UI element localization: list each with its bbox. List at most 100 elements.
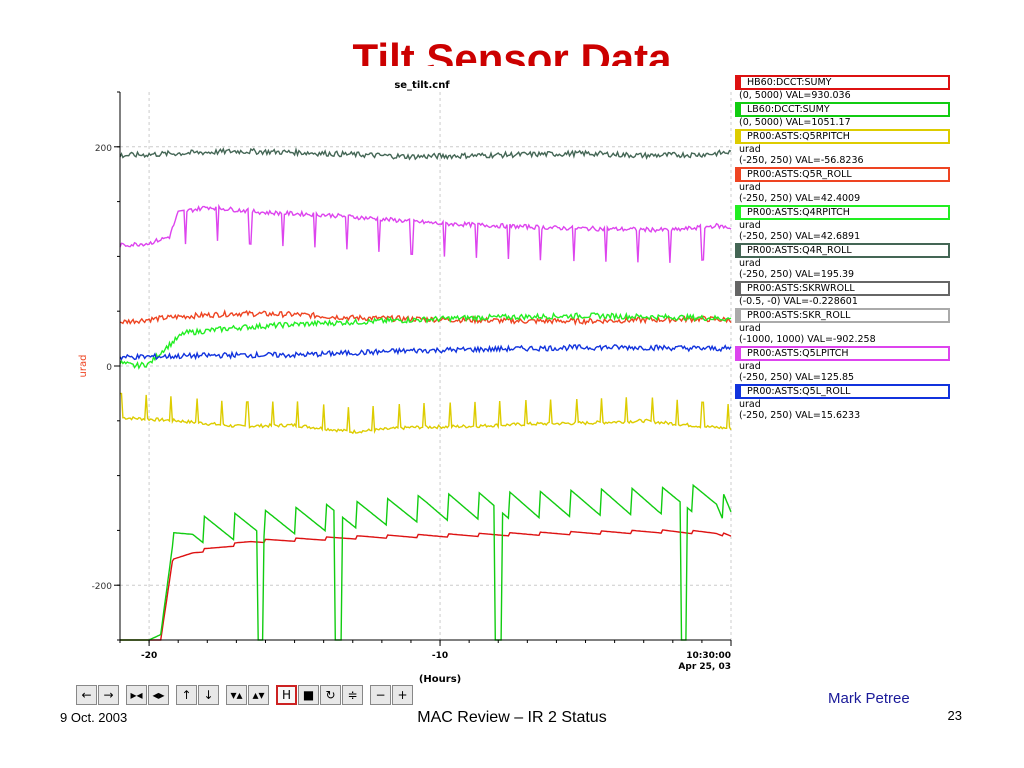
legend-trace-name: PR00:ASTS:Q5LPITCH <box>735 346 950 361</box>
legend-trace-name: PR00:ASTS:Q5RPITCH <box>735 129 950 144</box>
zoom-out-vertical-button[interactable]: ▴▾ <box>248 685 269 705</box>
legend-trace-range: (-250, 250) <box>739 410 793 421</box>
legend-trace-name: PR00:ASTS:Q4RPITCH <box>735 205 950 220</box>
stop-button[interactable]: ■ <box>298 685 319 705</box>
legend-trace-range-value: (-250, 250) VAL=42.4009 <box>735 193 950 204</box>
x-tick-label: -20 <box>141 651 157 661</box>
legend-trace-range-value: (-250, 250) VAL=195.39 <box>735 269 950 280</box>
legend-trace-range-value: (-1000, 1000) VAL=-902.258 <box>735 334 950 345</box>
legend-trace-name: PR00:ASTS:SKRWROLL <box>735 281 950 296</box>
trace-layer <box>119 146 732 641</box>
trace-pr00-asts-q5l-roll <box>119 343 732 361</box>
legend-trace-unit: urad <box>739 220 761 231</box>
legend-trace-name: PR00:ASTS:SKR_ROLL <box>735 308 950 323</box>
legend-trace-value: VAL=195.39 <box>795 269 855 280</box>
trace-hb60-dcct-sumy <box>120 529 732 641</box>
legend-trace-value: VAL=42.4009 <box>795 193 861 204</box>
legend-trace-name: HB60:DCCT:SUMY <box>735 75 950 90</box>
legend-trace-range-value: (-250, 250) VAL=-56.8236 <box>735 155 950 166</box>
zoom-out-horizontal-button[interactable]: ◂▸ <box>148 685 169 705</box>
x-tick-label-time: 10:30:00 <box>686 651 731 661</box>
x-tick-label: -10 <box>432 651 448 661</box>
arrow-left-icon: ← <box>81 688 92 702</box>
add-trace-button[interactable]: + <box>392 685 413 705</box>
zoom-out-vertical-icon: ▴▾ <box>252 688 265 702</box>
chart-title: se_tilt.cnf <box>394 80 450 91</box>
trace-pr00-asts-q5lpitch <box>119 203 732 263</box>
legend-entry[interactable]: PR00:ASTS:Q5RPITCH urad (-250, 250) VAL=-5… <box>735 129 950 166</box>
legend-trace-value: VAL=930.036 <box>785 90 851 101</box>
legend-trace-range: (-250, 250) <box>739 231 793 242</box>
arrow-up-icon: ↑ <box>181 688 192 702</box>
y-axis-label: urad <box>78 355 89 378</box>
autoscale-button[interactable]: ≑ <box>342 685 363 705</box>
trace-legend: HB60:DCCT:SUMY (0, 5000) VAL=930.036 LB60:… <box>735 75 950 422</box>
arrow-down-icon: ↓ <box>203 688 214 702</box>
trace-pr00-asts-q4rpitch <box>119 311 732 370</box>
legend-trace-range: (0, 5000) <box>739 90 783 101</box>
stop-icon: ■ <box>302 688 315 702</box>
legend-trace-unit: urad <box>739 323 761 334</box>
legend-trace-range-value: (-0.5, -0) VAL=-0.228601 <box>735 296 950 307</box>
trace-pr00-asts-q5r-roll <box>119 308 732 326</box>
legend-trace-name: PR00:ASTS:Q5R_ROLL <box>735 167 950 182</box>
zoom-in-horizontal-button[interactable]: ▸◂ <box>126 685 147 705</box>
legend-entry[interactable]: PR00:ASTS:SKR_ROLL urad (-1000, 1000) VAL=… <box>735 308 950 345</box>
refresh-button[interactable]: ↻ <box>320 685 341 705</box>
arrow-right-icon: → <box>103 688 114 702</box>
legend-entry[interactable]: PR00:ASTS:Q4RPITCH urad (-250, 250) VAL=42… <box>735 205 950 242</box>
legend-trace-value: VAL=125.85 <box>795 372 855 383</box>
legend-entry[interactable]: LB60:DCCT:SUMY (0, 5000) VAL=1051.17 <box>735 102 950 128</box>
legend-entry[interactable]: PR00:ASTS:Q5L_ROLL urad (-250, 250) VAL=15… <box>735 384 950 421</box>
legend-trace-range: (-250, 250) <box>739 372 793 383</box>
legend-trace-unit: urad <box>739 258 761 269</box>
y-tick-label: 200 <box>95 144 112 154</box>
trace-pr00-asts-q4r-roll <box>119 146 732 161</box>
arrow-right-button[interactable]: → <box>98 685 119 705</box>
legend-trace-range: (-250, 250) <box>739 193 793 204</box>
arrow-left-button[interactable]: ← <box>76 685 97 705</box>
legend-trace-name: PR00:ASTS:Q5L_ROLL <box>735 384 950 399</box>
arrow-down-button[interactable]: ↓ <box>198 685 219 705</box>
legend-entry[interactable]: HB60:DCCT:SUMY (0, 5000) VAL=930.036 <box>735 75 950 101</box>
legend-entry[interactable]: PR00:ASTS:Q4R_ROLL urad (-250, 250) VAL=19… <box>735 243 950 280</box>
grid-lines <box>120 92 732 640</box>
page-number: 23 <box>947 708 962 723</box>
autoscale-icon: ≑ <box>347 688 358 702</box>
legend-entry[interactable]: PR00:ASTS:Q5R_ROLL urad (-250, 250) VAL=42… <box>735 167 950 204</box>
legend-trace-value: VAL=42.6891 <box>795 231 861 242</box>
legend-trace-value: VAL=15.6233 <box>795 410 861 421</box>
legend-trace-value: VAL=-56.8236 <box>795 155 864 166</box>
legend-entry[interactable]: PR00:ASTS:SKRWROLL (-0.5, -0) VAL=-0.2286… <box>735 281 950 307</box>
remove-trace-button[interactable]: − <box>370 685 391 705</box>
legend-trace-range: (-250, 250) <box>739 269 793 280</box>
legend-entry[interactable]: PR00:ASTS:Q5LPITCH urad (-250, 250) VAL=12… <box>735 346 950 383</box>
legend-trace-unit: urad <box>739 399 761 410</box>
legend-trace-value: VAL=1051.17 <box>785 117 851 128</box>
legend-trace-unit: urad <box>739 361 761 372</box>
legend-trace-range-value: (-250, 250) VAL=15.6233 <box>735 410 950 421</box>
legend-trace-unit: urad <box>739 144 761 155</box>
remove-trace-icon: − <box>375 688 386 702</box>
y-tick-label: -200 <box>92 582 113 592</box>
zoom-in-horizontal-icon: ▸◂ <box>130 688 143 702</box>
footer-date: 9 Oct. 2003 <box>60 710 128 725</box>
add-trace-icon: + <box>397 688 408 702</box>
trace-pr00-asts-q5rpitch <box>119 392 732 435</box>
x-axis-label: (Hours) <box>419 674 461 685</box>
legend-trace-range: (-1000, 1000) <box>739 334 805 345</box>
legend-trace-value: VAL=-902.258 <box>807 334 876 345</box>
author-name: Mark Petree <box>828 690 910 707</box>
legend-trace-range-value: (0, 5000) VAL=930.036 <box>735 90 950 101</box>
arrow-up-button[interactable]: ↑ <box>176 685 197 705</box>
zoom-in-vertical-icon: ▾▴ <box>230 688 243 702</box>
legend-trace-name: PR00:ASTS:Q4R_ROLL <box>735 243 950 258</box>
legend-trace-unit: urad <box>739 182 761 193</box>
cursor-mode-button[interactable]: H <box>276 685 297 705</box>
y-tick-label: 0 <box>106 363 112 373</box>
zoom-in-vertical-button[interactable]: ▾▴ <box>226 685 247 705</box>
strip-tool-toolbar: ← → ▸◂ ◂▸ ↑ ↓ ▾▴ ▴▾ H ■ ↻ ≑ − + <box>76 684 414 706</box>
legend-trace-range: (0, 5000) <box>739 117 783 128</box>
